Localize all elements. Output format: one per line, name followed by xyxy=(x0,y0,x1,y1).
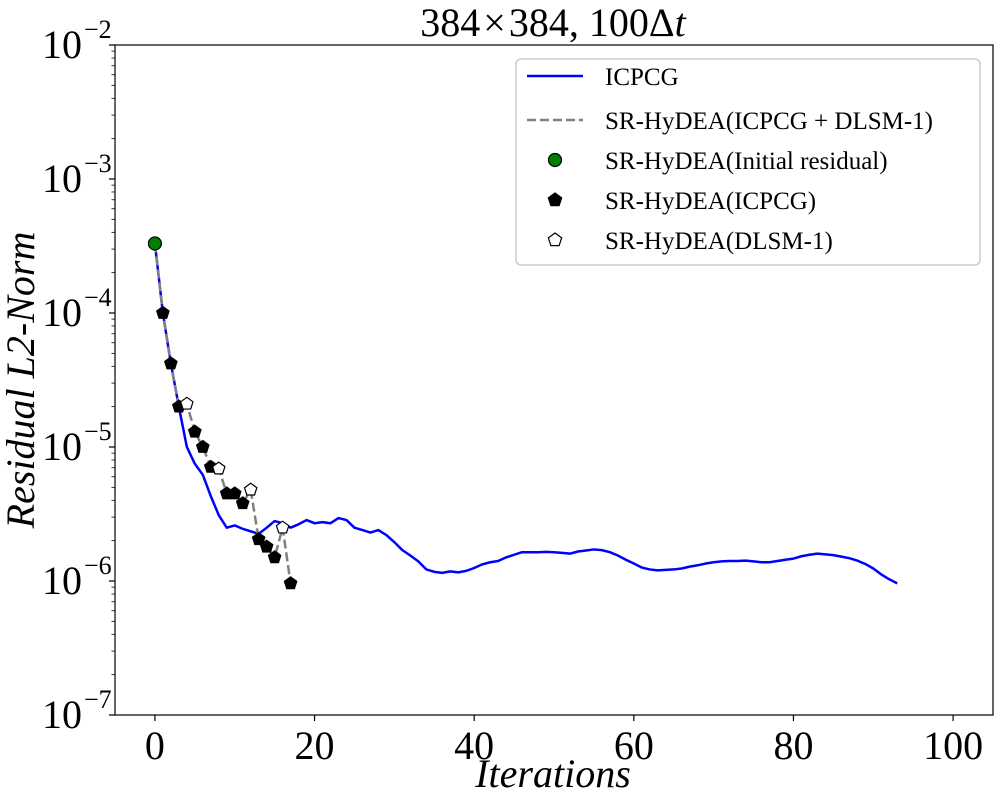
x-tick-label: 100 xyxy=(923,723,983,768)
x-axis-label: Iterations xyxy=(474,751,631,796)
icpcg-step-point xyxy=(187,424,202,438)
x-tick-label: 60 xyxy=(614,723,654,768)
chart-title: 384×384, 100Δt xyxy=(420,0,686,45)
y-tick-exponent: −6 xyxy=(84,551,112,580)
plot-frame xyxy=(114,44,994,716)
icpcg-step-point xyxy=(267,550,282,564)
y-tick-exponent: −4 xyxy=(84,283,112,312)
icpcg-step-point xyxy=(259,539,274,553)
y-tick-label: 10 xyxy=(42,22,82,67)
dlsm-step-point xyxy=(179,396,194,410)
y-axis-label: Residual L2-Norm xyxy=(0,232,43,530)
legend-initial-label: SR-HyDEA(Initial residual) xyxy=(605,148,888,175)
icpcg-step-point xyxy=(156,305,170,319)
icpcg-step-point xyxy=(195,439,210,453)
legend-icpcg-label: ICPCG xyxy=(605,64,679,91)
legend-dlsm-marker xyxy=(547,232,563,247)
dlsm-step-point xyxy=(211,461,226,475)
y-tick-exponent: −5 xyxy=(84,417,112,446)
legend: ICPCG SR-HyDEA(ICPCG + DLSM-1) SR-HyDEA(… xyxy=(515,58,981,266)
icpcg-series-line xyxy=(153,243,898,585)
plot-layer xyxy=(147,236,898,590)
legend-icpcg-marker xyxy=(547,192,563,207)
legend-dlsm-label: SR-HyDEA(DLSM-1) xyxy=(605,228,833,255)
y-tick-label: 10 xyxy=(42,558,82,603)
hybrid-series-line xyxy=(153,243,292,584)
icpcg-step-point xyxy=(251,531,266,546)
legend-hybrid-label: SR-HyDEA(ICPCG + DLSM-1) xyxy=(605,108,933,135)
y-tick-label: 10 xyxy=(42,290,82,335)
icpcg-step-point xyxy=(227,486,242,500)
icpcg-step-point xyxy=(163,356,178,370)
icpcg-step-point xyxy=(235,496,250,510)
axes-layer xyxy=(114,44,994,716)
x-tick-label: 40 xyxy=(454,723,494,768)
dlsm-step-point xyxy=(275,520,290,534)
x-tick-label: 80 xyxy=(773,723,813,768)
x-tick-label: 0 xyxy=(145,723,165,768)
dlsm-step-point xyxy=(243,482,258,496)
y-tick-label: 10 xyxy=(42,424,82,469)
legend-sr-icpcg-label: SR-HyDEA(ICPCG) xyxy=(605,188,816,215)
legend-initial-marker xyxy=(547,152,563,168)
y-tick-label: 10 xyxy=(42,692,82,737)
x-tick-label: 20 xyxy=(295,723,335,768)
legend-frame xyxy=(515,58,981,266)
initial-residual-point xyxy=(147,236,163,251)
y-tick-exponent: −2 xyxy=(84,15,112,44)
y-tick-exponent: −7 xyxy=(84,685,112,714)
icpcg-step-point xyxy=(283,576,298,590)
y-tick-exponent: −3 xyxy=(84,149,112,178)
y-tick-label: 10 xyxy=(42,156,82,201)
